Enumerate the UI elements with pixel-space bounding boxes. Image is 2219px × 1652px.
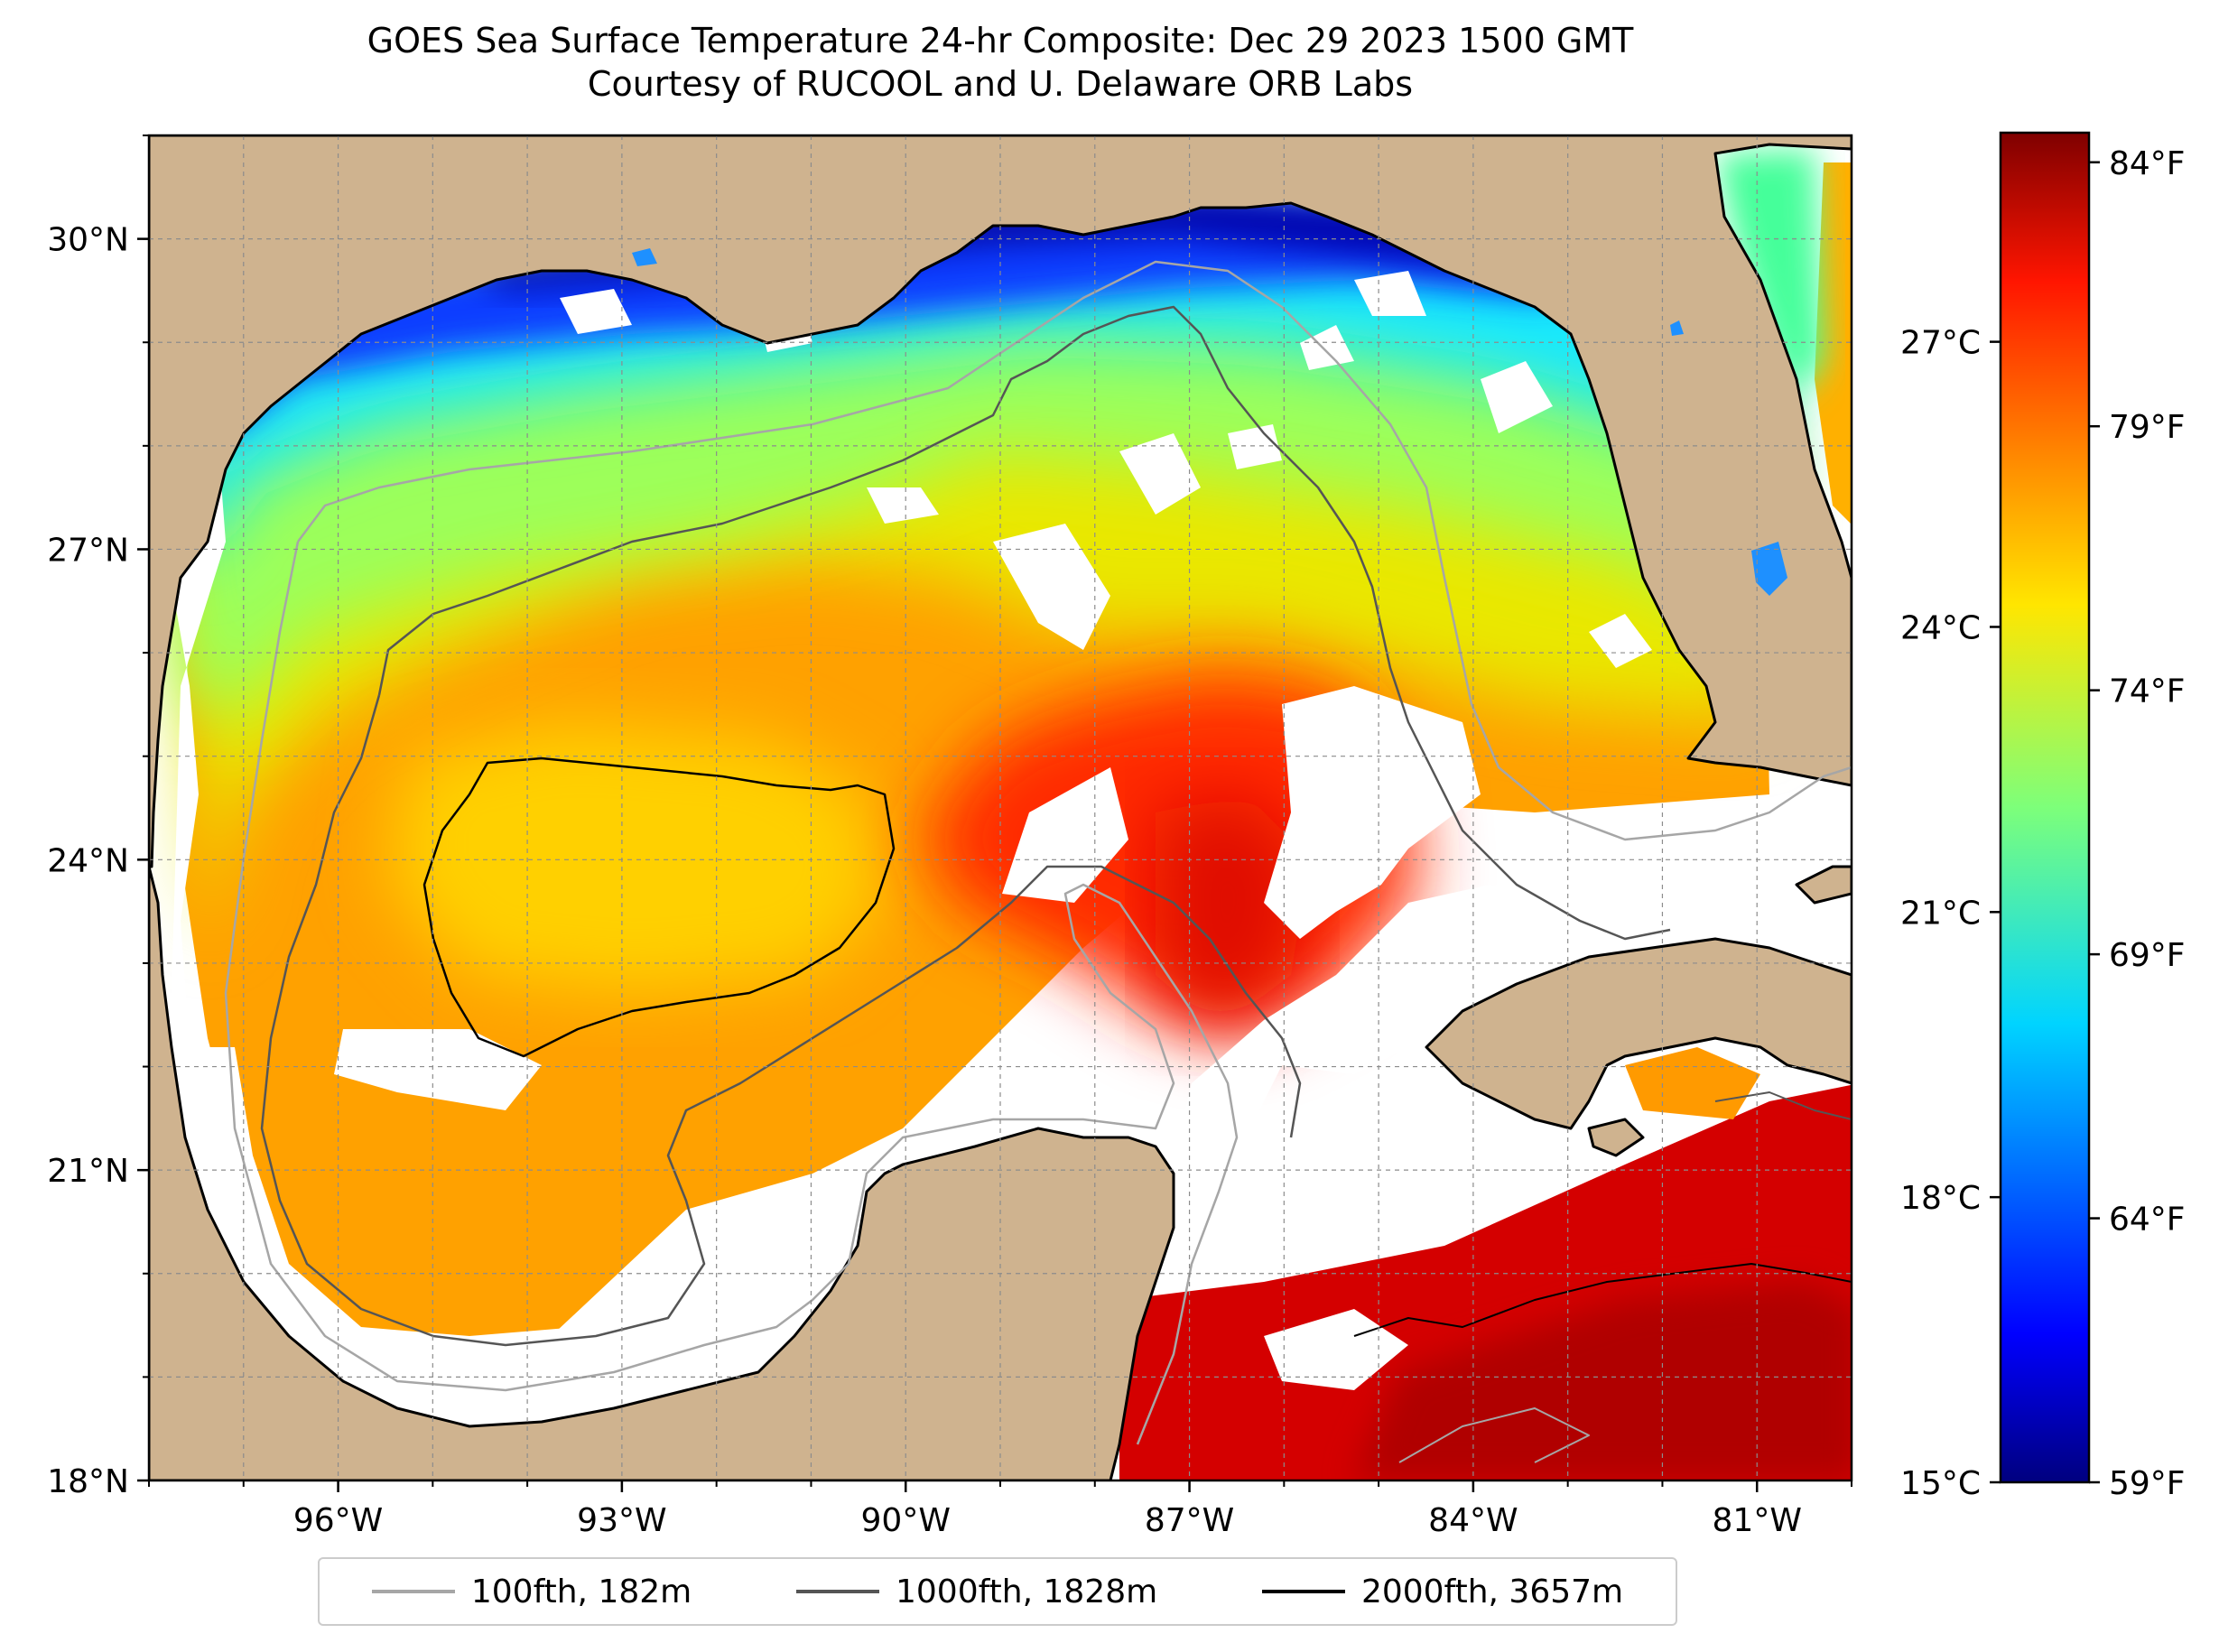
y-tick-label: 18°N bbox=[47, 1463, 129, 1500]
lake-small-2 bbox=[632, 248, 657, 266]
x-axis: 96°W 93°W 90°W 87°W 84°W 81°W bbox=[148, 1480, 1852, 1539]
legend-line-swatch bbox=[371, 1590, 455, 1593]
cb-celsius-label: 21°C bbox=[1900, 895, 1981, 932]
colorbar-gradient bbox=[1999, 131, 2091, 1484]
contour-100fth bbox=[297, 260, 1852, 841]
sst-east-florida-green bbox=[1715, 149, 1824, 397]
legend-line-swatch bbox=[796, 1590, 879, 1593]
gridlines bbox=[149, 135, 1852, 1480]
legend-line-swatch bbox=[1261, 1590, 1345, 1593]
colorbar-celsius-ticks: 15°C 18°C 21°C 24°C 27°C bbox=[1900, 325, 2001, 1502]
inland-lakes bbox=[632, 248, 1787, 596]
land-masses bbox=[149, 135, 1852, 1480]
land-cuba bbox=[1425, 937, 1852, 1130]
contour-1000fth-mx bbox=[260, 694, 1302, 1347]
cb-fahrenheit-label: 64°F bbox=[2109, 1202, 2186, 1239]
sst-east-florida bbox=[1815, 162, 1851, 524]
cb-fahrenheit-label: 74°F bbox=[2109, 673, 2186, 710]
cb-fahrenheit-label: 59°F bbox=[2109, 1465, 2186, 1502]
legend-item: 1000fth, 1828m bbox=[796, 1573, 1157, 1610]
lake-small-1 bbox=[1670, 320, 1684, 336]
cb-celsius-label: 15°C bbox=[1900, 1465, 1981, 1502]
contour-100fth-carib bbox=[1398, 1407, 1590, 1463]
cb-celsius-label: 18°C bbox=[1900, 1180, 1981, 1217]
x-tick-label: 84°W bbox=[1428, 1502, 1518, 1539]
y-axis: 18°N 21°N 24°N 27°N 30°N bbox=[47, 135, 149, 1500]
land-bahamas bbox=[1795, 865, 1852, 905]
sst-orange-patch bbox=[1625, 1047, 1760, 1119]
y-tick-label: 30°N bbox=[47, 222, 129, 259]
cb-fahrenheit-label: 69°F bbox=[2109, 937, 2186, 974]
sst-loop-core bbox=[1156, 794, 1309, 1029]
sst-yellow-core bbox=[388, 722, 885, 993]
contour-100fth-mx bbox=[224, 541, 1239, 1445]
x-tick-label: 90°W bbox=[861, 1502, 951, 1539]
contour-1000fth-carib bbox=[1714, 1091, 1852, 1120]
colorbar-fahrenheit-ticks: 59°F 64°F 69°F 74°F 79°F 84°F bbox=[2089, 145, 2186, 1502]
cb-celsius-label: 27°C bbox=[1900, 325, 1981, 362]
land-mexico bbox=[149, 865, 1175, 1480]
bathymetry-contours bbox=[224, 260, 1852, 1463]
title-line-2: Courtesy of RUCOOL and U. Delaware ORB L… bbox=[587, 64, 1414, 104]
contour-1000fth bbox=[377, 305, 1671, 941]
sst-caribbean-dark bbox=[1354, 1282, 1852, 1480]
colorbar: 15°C 18°C 21°C 24°C 27°C 59°F 64°F 69°F 74°F 79°… bbox=[1900, 131, 2186, 1502]
x-tick-label: 96°W bbox=[293, 1502, 383, 1539]
cb-fahrenheit-label: 79°F bbox=[2109, 409, 2186, 446]
y-tick-label: 27°N bbox=[47, 532, 129, 569]
sst-blue-band bbox=[190, 199, 1607, 433]
legend-label: 1000fth, 1828m bbox=[896, 1573, 1158, 1610]
contour-2000fth bbox=[422, 756, 896, 1058]
legend-label: 2000fth, 3657m bbox=[1360, 1573, 1624, 1610]
legend-item: 100fth, 182m bbox=[371, 1573, 692, 1610]
x-tick-label: 81°W bbox=[1713, 1502, 1802, 1539]
lake-okeechobee bbox=[1751, 542, 1787, 596]
cb-fahrenheit-label: 84°F bbox=[2109, 145, 2186, 182]
legend-label: 100fth, 182m bbox=[470, 1573, 692, 1610]
map-panel bbox=[149, 135, 1852, 1480]
cb-celsius-label: 24°C bbox=[1900, 609, 1981, 646]
land-isla-juventud bbox=[1587, 1118, 1645, 1157]
x-tick-label: 87°W bbox=[1145, 1502, 1234, 1539]
x-tick-label: 93°W bbox=[577, 1502, 666, 1539]
contour-2000fth-carib bbox=[1353, 1263, 1852, 1337]
y-tick-label: 24°N bbox=[47, 842, 129, 879]
depth-legend: 100fth, 182m 1000fth, 1828m 2000fth, 3657m bbox=[318, 1557, 1677, 1626]
title-line-1: GOES Sea Surface Temperature 24-hr Compo… bbox=[367, 21, 1634, 60]
legend-item: 2000fth, 3657m bbox=[1261, 1573, 1624, 1610]
y-tick-label: 21°N bbox=[47, 1153, 129, 1190]
